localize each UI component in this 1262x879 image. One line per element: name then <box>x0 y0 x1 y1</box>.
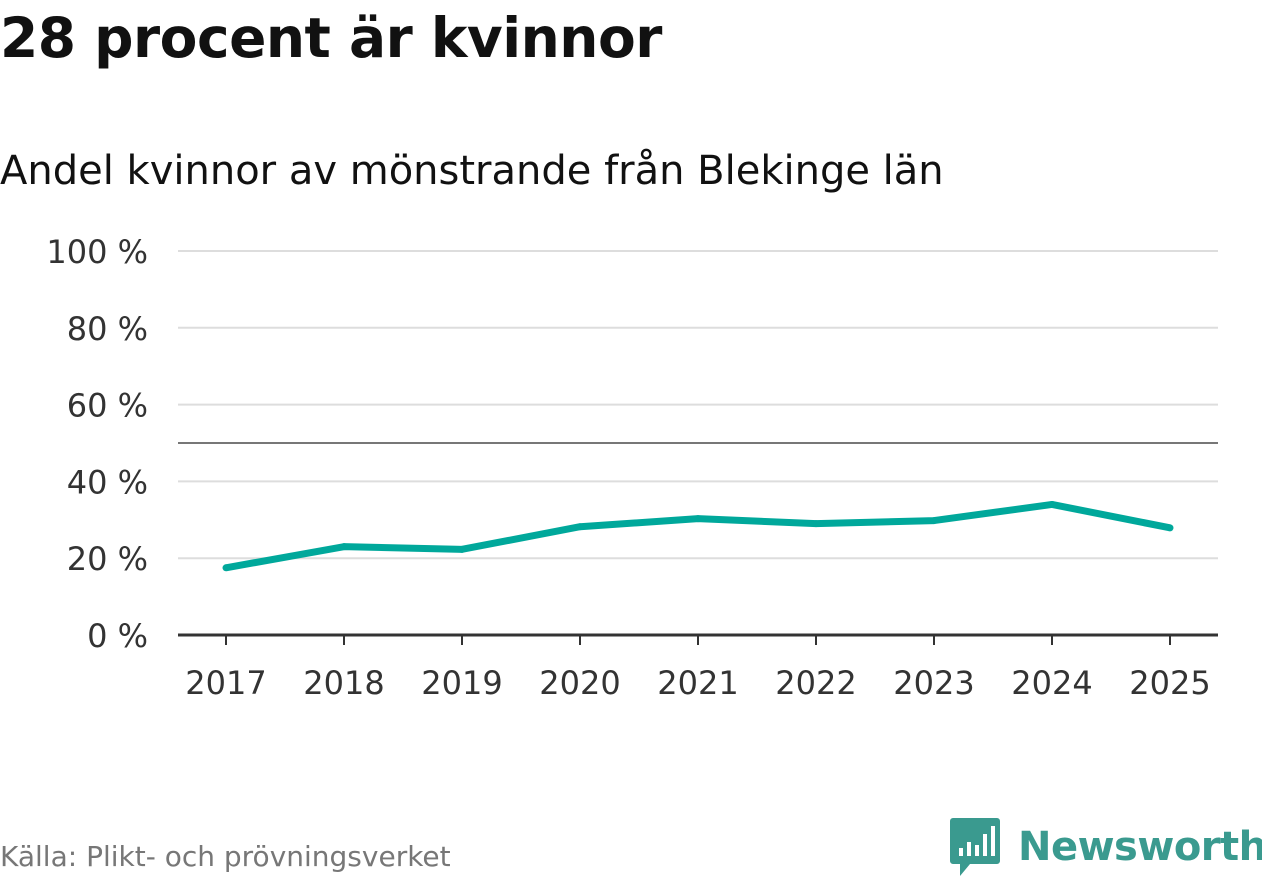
x-tick-label: 2025 <box>1129 664 1210 702</box>
data-point <box>694 515 702 523</box>
x-axis: 2017 2018 2019 2020 2021 2022 2023 2024 2025 <box>178 633 1218 702</box>
newsworthy-logo-icon <box>950 818 1000 876</box>
x-tick-label: 2024 <box>1011 664 1092 702</box>
data-point <box>458 545 466 553</box>
data-point <box>812 520 820 528</box>
data-point <box>340 543 348 551</box>
data-point <box>222 564 230 572</box>
x-tick-label: 2019 <box>421 664 502 702</box>
data-point <box>930 517 938 525</box>
x-tick-label: 2023 <box>893 664 974 702</box>
series-group <box>222 500 1174 572</box>
x-tick-label: 2017 <box>185 664 266 702</box>
data-point <box>576 523 584 531</box>
y-tick-label: 100 % <box>46 233 148 271</box>
brand[interactable]: Newsworthy <box>950 818 1262 876</box>
x-tick-label: 2021 <box>657 664 738 702</box>
y-tick-label: 40 % <box>67 463 148 501</box>
data-point <box>1166 524 1174 532</box>
x-tick-label: 2020 <box>539 664 620 702</box>
y-tick-label: 0 % <box>87 617 148 655</box>
source-note: Källa: Plikt- och prövningsverket <box>0 840 451 873</box>
data-point <box>1048 500 1056 508</box>
y-tick-label: 80 % <box>67 310 148 348</box>
brand-name: Newsworthy <box>1018 824 1262 870</box>
grid-lines <box>178 250 1218 560</box>
x-tick-label: 2018 <box>303 664 384 702</box>
y-axis-ticks: 0 % 20 % 40 % 60 % 80 % 100 % <box>46 233 148 655</box>
y-tick-label: 20 % <box>67 540 148 578</box>
chart-title: 28 procent är kvinnor <box>0 6 662 70</box>
x-tick-label: 2022 <box>775 664 856 702</box>
chart-subtitle: Andel kvinnor av mönstrande från Bleking… <box>0 148 944 194</box>
y-tick-label: 60 % <box>67 387 148 425</box>
